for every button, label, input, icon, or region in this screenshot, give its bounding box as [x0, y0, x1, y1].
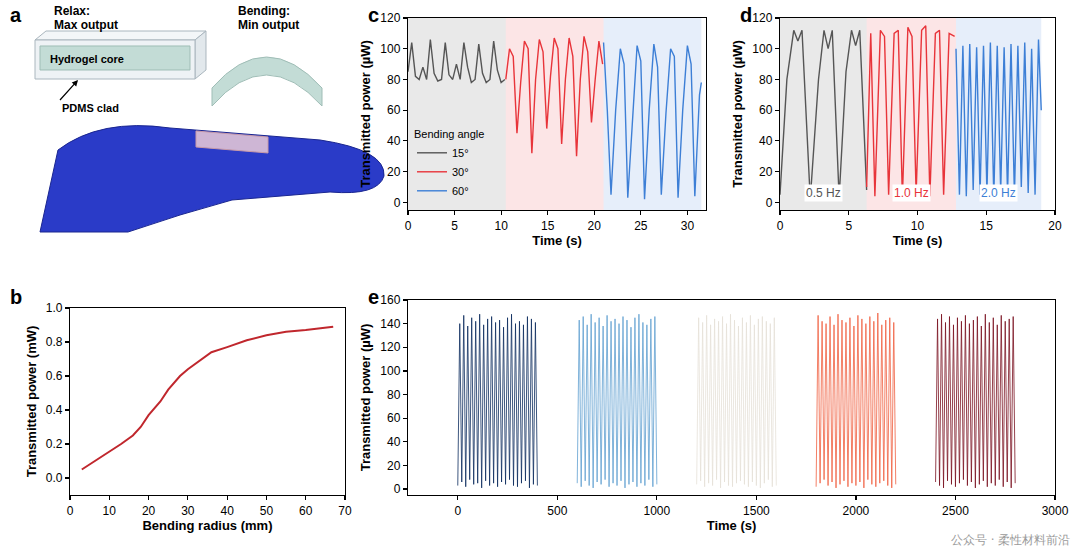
svg-text:Time (s): Time (s): [893, 233, 943, 248]
svg-text:Min output: Min output: [238, 18, 299, 32]
svg-text:2.0 Hz: 2.0 Hz: [981, 186, 1016, 200]
svg-text:0: 0: [405, 219, 412, 233]
svg-text:100: 100: [380, 42, 400, 56]
svg-text:0: 0: [777, 219, 784, 233]
svg-text:1.0: 1.0: [46, 301, 63, 315]
svg-text:0: 0: [454, 504, 461, 518]
svg-text:0: 0: [766, 196, 773, 210]
svg-text:Transmitted power (mW): Transmitted power (mW): [24, 326, 39, 478]
svg-text:0: 0: [394, 482, 401, 496]
svg-text:120: 120: [752, 11, 772, 25]
svg-text:30: 30: [181, 504, 195, 518]
svg-text:1.0 Hz: 1.0 Hz: [894, 186, 929, 200]
svg-text:5: 5: [845, 219, 852, 233]
svg-text:0.0: 0.0: [46, 471, 63, 485]
svg-text:a: a: [10, 4, 22, 26]
svg-text:15: 15: [980, 219, 994, 233]
svg-text:d: d: [740, 4, 752, 26]
svg-text:Transmitted power (µW): Transmitted power (µW): [358, 324, 373, 472]
svg-text:20: 20: [387, 165, 401, 179]
svg-text:1000: 1000: [643, 504, 670, 518]
svg-text:50: 50: [260, 504, 274, 518]
svg-text:0.6: 0.6: [46, 369, 63, 383]
svg-text:160: 160: [380, 293, 400, 307]
svg-text:Time (s): Time (s): [707, 518, 757, 533]
svg-text:Transmitted power (µW): Transmitted power (µW): [358, 40, 373, 188]
svg-text:Bending angle: Bending angle: [414, 128, 484, 140]
svg-text:Time (s): Time (s): [532, 233, 582, 248]
svg-text:0.5 Hz: 0.5 Hz: [806, 186, 841, 200]
svg-text:PDMS clad: PDMS clad: [62, 102, 119, 114]
svg-text:15: 15: [541, 219, 555, 233]
svg-text:0.8: 0.8: [46, 335, 63, 349]
svg-text:60: 60: [759, 103, 773, 117]
svg-text:60: 60: [387, 411, 401, 425]
svg-text:20: 20: [1048, 219, 1062, 233]
svg-text:Max output: Max output: [54, 18, 118, 32]
svg-text:20: 20: [142, 504, 156, 518]
svg-text:80: 80: [387, 388, 401, 402]
svg-text:0: 0: [394, 196, 401, 210]
svg-text:120: 120: [380, 11, 400, 25]
svg-text:80: 80: [759, 73, 773, 87]
svg-text:Relax:: Relax:: [54, 4, 90, 18]
svg-text:0.2: 0.2: [46, 437, 63, 451]
svg-text:5: 5: [451, 219, 458, 233]
svg-text:80: 80: [387, 73, 401, 87]
svg-text:15°: 15°: [452, 147, 469, 159]
svg-text:140: 140: [380, 317, 400, 331]
svg-text:70: 70: [338, 504, 352, 518]
svg-text:Hydrogel core: Hydrogel core: [50, 53, 124, 65]
svg-text:40: 40: [387, 134, 401, 148]
svg-text:10: 10: [494, 219, 508, 233]
svg-text:公众号 · 柔性材料前沿: 公众号 · 柔性材料前沿: [951, 533, 1070, 547]
svg-text:2000: 2000: [843, 504, 870, 518]
svg-text:20: 20: [588, 219, 602, 233]
svg-text:1500: 1500: [743, 504, 770, 518]
svg-text:25: 25: [634, 219, 648, 233]
svg-text:c: c: [368, 4, 379, 26]
svg-text:40: 40: [387, 435, 401, 449]
svg-text:10: 10: [103, 504, 117, 518]
svg-text:e: e: [368, 286, 379, 308]
svg-text:10: 10: [911, 219, 925, 233]
svg-text:Bending radius (mm): Bending radius (mm): [142, 518, 272, 533]
svg-text:30: 30: [681, 219, 695, 233]
svg-text:30°: 30°: [452, 166, 469, 178]
svg-text:3000: 3000: [1042, 504, 1069, 518]
svg-text:40: 40: [759, 134, 773, 148]
svg-text:0: 0: [67, 504, 74, 518]
svg-text:500: 500: [547, 504, 567, 518]
svg-text:100: 100: [380, 364, 400, 378]
svg-text:20: 20: [387, 459, 401, 473]
svg-text:b: b: [10, 286, 22, 308]
svg-text:0.4: 0.4: [46, 403, 63, 417]
svg-text:40: 40: [220, 504, 234, 518]
svg-text:120: 120: [380, 340, 400, 354]
svg-text:Transmitted power (µW): Transmitted power (µW): [730, 40, 745, 188]
svg-text:100: 100: [752, 42, 772, 56]
svg-text:20: 20: [759, 165, 773, 179]
svg-text:60: 60: [387, 103, 401, 117]
svg-text:60: 60: [299, 504, 313, 518]
svg-text:2500: 2500: [942, 504, 969, 518]
svg-text:Bending:: Bending:: [238, 4, 290, 18]
svg-text:60°: 60°: [452, 185, 469, 197]
